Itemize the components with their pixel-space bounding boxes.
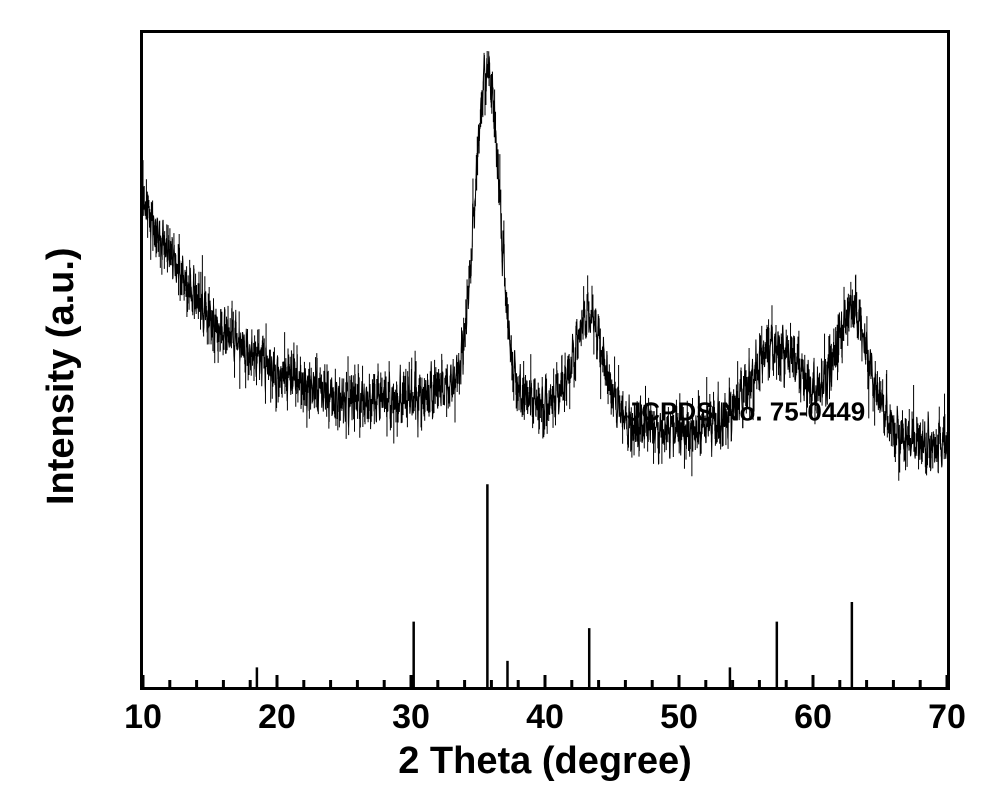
x-tick-label: 20	[258, 698, 296, 737]
x-tick-label: 10	[124, 698, 162, 737]
figure-container: JCPDS No. 75-0449 Intensity (a.u.) 2 The…	[0, 0, 1000, 802]
x-tick-label: 60	[794, 698, 832, 737]
x-tick-label: 50	[660, 698, 698, 737]
x-tick-label: 70	[928, 698, 966, 737]
plot-area: JCPDS No. 75-0449	[140, 30, 950, 690]
xrd-svg	[143, 33, 947, 687]
reference-card-annotation: JCPDS No. 75-0449	[627, 397, 865, 428]
x-axis-label: 2 Theta (degree)	[140, 740, 950, 783]
y-axis-label: Intensity (a.u.)	[40, 248, 83, 506]
x-tick-label: 30	[392, 698, 430, 737]
x-tick-label: 40	[526, 698, 564, 737]
